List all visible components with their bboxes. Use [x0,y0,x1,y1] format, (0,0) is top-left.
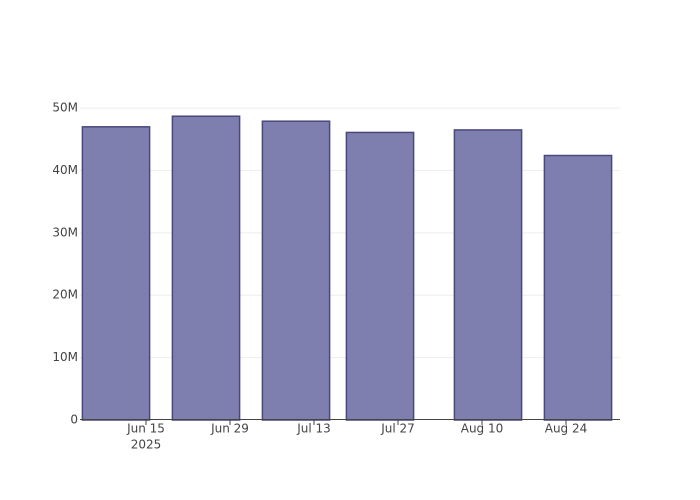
x-year-label: 2025 [131,438,162,452]
bar [543,154,613,421]
bar [81,126,151,421]
x-tick-label: Jun 15 [126,422,165,436]
x-tick-label: Jun 29 [210,422,249,436]
x-tick-label: Jul 13 [296,422,331,436]
y-tick-label: 20M [52,288,78,302]
y-tick-label: 50M [52,101,78,115]
bar [345,131,415,421]
y-tick-label: 0 [70,413,78,427]
y-tick-label: 30M [52,225,78,239]
y-tick-label: 10M [52,350,78,364]
x-tick-label: Jul 27 [380,422,415,436]
x-tick-label: Aug 10 [461,422,504,436]
y-tick-label: 40M [52,163,78,177]
bar [261,120,331,421]
x-tick-label: Aug 24 [545,422,588,436]
bar [453,129,523,421]
bar [171,115,241,421]
